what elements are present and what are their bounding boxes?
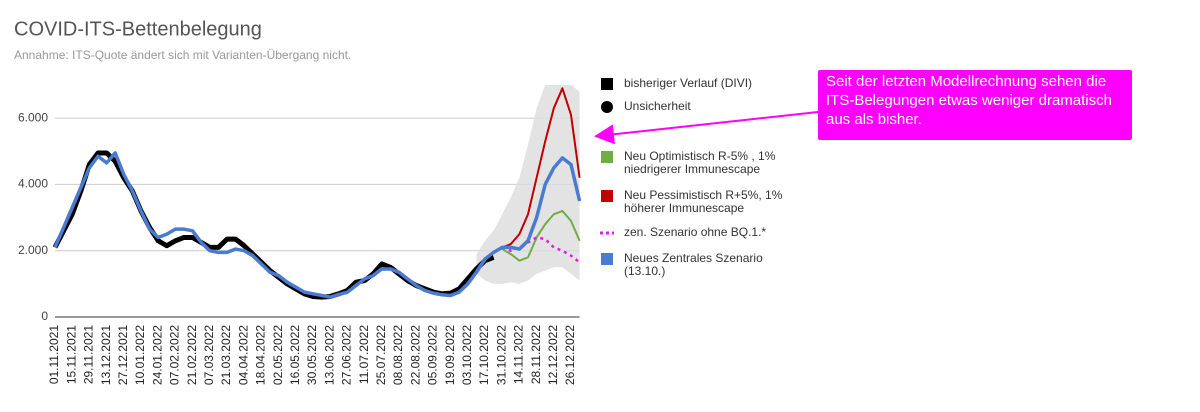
chart-subtitle: Annahme: ITS-Quote ändert sich mit Varia… (14, 48, 351, 62)
x-tick-label: 30.05.2022 (305, 325, 319, 385)
legend-label: Neu Pessimistisch R+5%, 1% höherer Immun… (624, 188, 783, 215)
x-tick-label: 01.11.2021 (47, 325, 61, 384)
x-tick-label: 13.06.2022 (322, 325, 336, 385)
x-tick-label: 18.04.2022 (254, 325, 268, 385)
y-tick-label: 2.000 (18, 243, 48, 257)
x-tick-label: 27.06.2022 (340, 325, 354, 385)
series-line (501, 209, 581, 262)
annotation-arrow (594, 111, 819, 145)
uncertainty-band (476, 85, 580, 284)
legend-label: zen. Szenario ohne BQ.1.* (624, 225, 767, 239)
series-line (53, 151, 582, 299)
y-tick-label: 6.000 (18, 110, 48, 124)
legend-swatch (601, 151, 613, 163)
legend-label: Neues Zentrales Szenario (13.10.) (624, 251, 763, 278)
y-tick-label: 4.000 (18, 177, 48, 191)
legend-swatch (601, 101, 613, 113)
x-tick-label: 15.11.2021 (64, 325, 78, 384)
x-tick-label: 24.01.2022 (150, 325, 164, 385)
x-tick-label: 28.11.2022 (529, 325, 543, 384)
x-tick-label: 05.09.2022 (426, 325, 440, 385)
y-tick-label: 0 (41, 309, 48, 323)
x-tick-label: 07.02.2022 (168, 325, 182, 385)
chart-title: COVID-ITS-Bettenbelegung (14, 18, 262, 40)
legend-swatch (601, 78, 613, 90)
legend-swatch (601, 190, 613, 202)
x-tick-label: 11.07.2022 (357, 325, 371, 384)
series-line (501, 87, 581, 249)
x-tick-label: 16.05.2022 (288, 325, 302, 385)
x-tick-label: 21.02.2022 (185, 325, 199, 385)
x-tick-label: 19.09.2022 (443, 325, 457, 385)
legend-label: Neu Optimistisch R-5% , 1% niedrigerer I… (624, 149, 776, 176)
x-tick-label: 10.01.2022 (133, 325, 147, 385)
series-line (501, 236, 581, 264)
x-tick-label: 25.07.2022 (374, 325, 388, 385)
legend-swatch (601, 253, 613, 265)
x-tick-label: 12.12.2022 (546, 325, 560, 385)
x-tick-label: 07.03.2022 (202, 325, 216, 385)
x-tick-label: 21.03.2022 (219, 325, 233, 385)
x-tick-label: 27.12.2021 (116, 325, 130, 385)
x-tick-label: 08.08.2022 (391, 325, 405, 385)
x-tick-label: 22.08.2022 (408, 325, 422, 385)
annotation: Seit der letzten Modellrechnung sehen di… (818, 70, 1132, 140)
x-tick-label: 13.12.2021 (99, 325, 113, 385)
legend-label: bisheriger Verlauf (DIVI) (624, 76, 753, 90)
x-tick-label: 04.04.2022 (236, 325, 250, 385)
x-tick-label: 26.12.2022 (563, 325, 577, 385)
x-tick-label: 03.10.2022 (460, 325, 474, 385)
x-tick-label: 29.11.2021 (82, 325, 96, 384)
x-tick-label: 14.11.2022 (512, 325, 526, 384)
x-tick-label: 17.10.2022 (477, 325, 491, 385)
legend-label: Unsicherheit (624, 99, 691, 113)
x-tick-label: 02.05.2022 (271, 325, 285, 385)
x-tick-label: 31.10.2022 (494, 325, 508, 385)
